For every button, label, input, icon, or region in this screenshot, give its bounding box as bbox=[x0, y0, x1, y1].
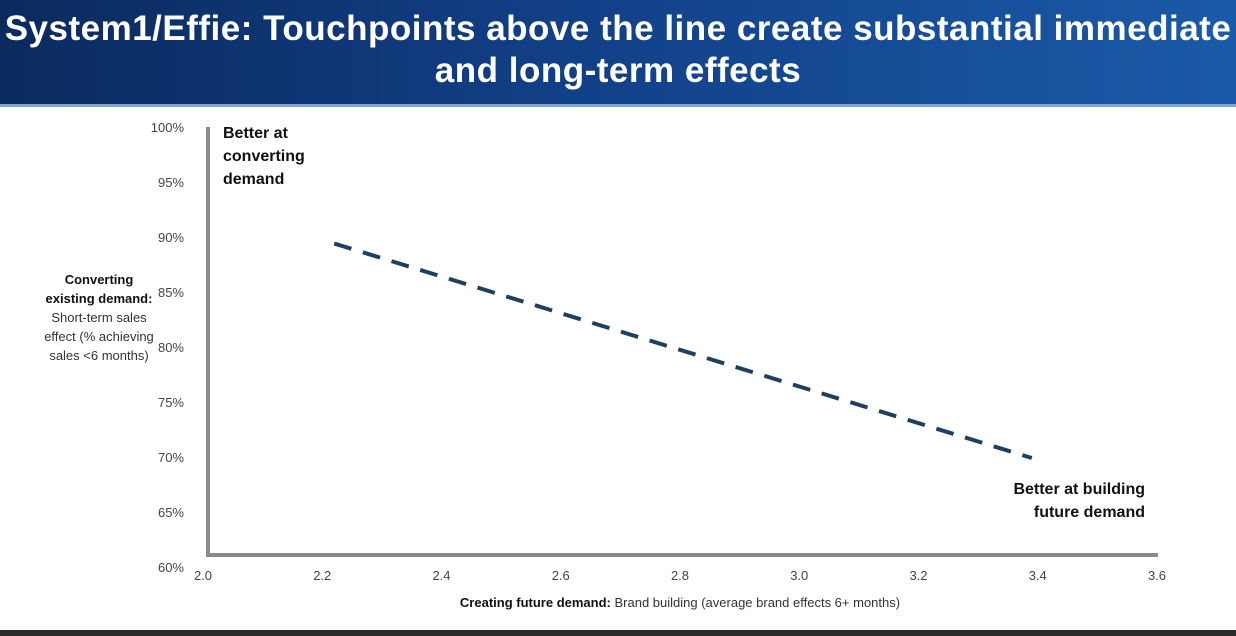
chart-title: System1/Effie: Touchpoints above the lin… bbox=[4, 9, 1232, 90]
x-tick-label: 3.6 bbox=[1148, 568, 1166, 583]
y-tick-label: 100% bbox=[151, 120, 185, 135]
y-tick-label: 75% bbox=[158, 395, 184, 410]
x-tick-label: 2.4 bbox=[432, 568, 450, 583]
x-tick-label: 3.4 bbox=[1029, 568, 1047, 583]
y-tick-label: 95% bbox=[158, 175, 184, 190]
y-tick-label: 65% bbox=[158, 505, 184, 520]
annotation-top-left: Better at converting demand bbox=[223, 125, 305, 188]
y-tick-label: 80% bbox=[158, 340, 184, 355]
title-bar: System1/Effie: Touchpoints above the lin… bbox=[0, 0, 1236, 107]
y-tick-label: 70% bbox=[158, 450, 184, 465]
x-axis-label-text: Brand building (average brand effects 6+… bbox=[614, 595, 901, 610]
y-axis-label: Converting existing demand: Short-term sa… bbox=[40, 270, 158, 365]
x-axis-label-bold: Creating future demand: bbox=[459, 595, 611, 610]
y-axis-label-text: Short-term sales effect (% achieving sal… bbox=[44, 310, 154, 363]
annotation-bottom-right: Better at building future demand bbox=[1013, 481, 1145, 521]
y-tick-label: 85% bbox=[158, 285, 184, 300]
series-line bbox=[333, 241, 1033, 460]
x-tick-label: 2.2 bbox=[313, 568, 331, 583]
x-axis-label: Creating future demand: Brand building (… bbox=[200, 595, 1160, 610]
x-tick-label: 2.6 bbox=[552, 568, 570, 583]
y-tick-label: 90% bbox=[158, 230, 184, 245]
x-tick-label: 3.0 bbox=[790, 568, 808, 583]
x-tick-label: 3.2 bbox=[909, 568, 927, 583]
y-axis-label-bold: Converting existing demand: bbox=[45, 272, 153, 306]
x-tick-label: 2.0 bbox=[194, 568, 212, 583]
y-tick-label: 60% bbox=[158, 560, 184, 575]
x-tick-label: 2.8 bbox=[671, 568, 689, 583]
bottom-bar bbox=[0, 630, 1236, 636]
